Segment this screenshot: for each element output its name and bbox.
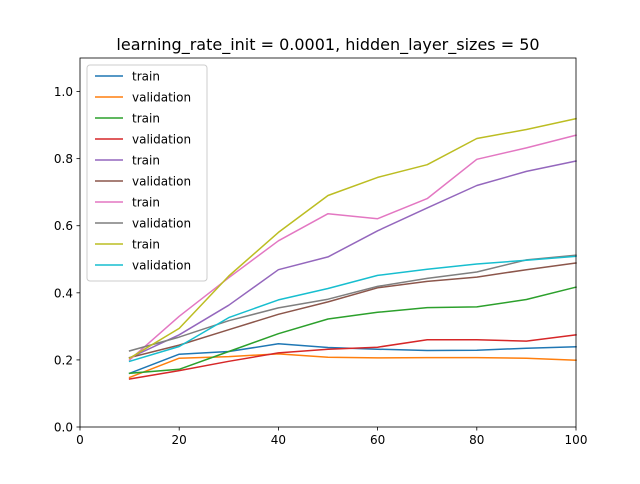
y-tick-label: 0.8 (54, 152, 73, 166)
axes-frame (79, 57, 577, 428)
x-tick-label: 100 (565, 433, 588, 447)
legend-label-6: validation (132, 175, 191, 189)
y-tick-label: 0.4 (54, 286, 73, 300)
legend-label-8: validation (132, 217, 191, 231)
legend-label-4: validation (132, 133, 191, 147)
y-tick-label: 0.0 (54, 421, 73, 435)
chart-title: learning_rate_init = 0.0001, hidden_laye… (116, 35, 539, 55)
x-tick-label: 0 (76, 433, 84, 447)
series-line-7 (128, 134, 577, 361)
y-tick-label: 0.2 (54, 353, 73, 367)
legend-box (86, 64, 208, 282)
legend-label-1: train (132, 70, 160, 84)
y-tick-label: 0.6 (54, 219, 73, 233)
axes: 0 20 40 60 80 100 0.0 0.2 0.4 0.6 0.8 1.0 (54, 57, 588, 447)
legend-label-7: train (132, 196, 160, 210)
series-line-8 (128, 254, 577, 352)
series-line-10 (128, 255, 577, 363)
legend-label-5: train (132, 154, 160, 168)
legend: train validation train validation train valid… (86, 64, 208, 282)
series-line-5 (128, 160, 577, 359)
x-tick-label: 80 (469, 433, 484, 447)
legend-label-2: validation (132, 91, 191, 105)
legend-label-3: train (132, 112, 160, 126)
series-line-9 (128, 117, 577, 360)
x-tick-label: 60 (370, 433, 385, 447)
x-tick-label: 40 (271, 433, 286, 447)
series-line-6 (128, 262, 577, 359)
y-tick-label: 1.0 (54, 85, 73, 99)
x-tick-label: 20 (172, 433, 187, 447)
plot-area (128, 117, 577, 380)
series-line-2 (128, 353, 577, 379)
legend-label-10: validation (132, 259, 191, 273)
series-line-3 (128, 286, 577, 375)
series-line-4 (128, 333, 577, 380)
legend-label-9: train (132, 238, 160, 252)
